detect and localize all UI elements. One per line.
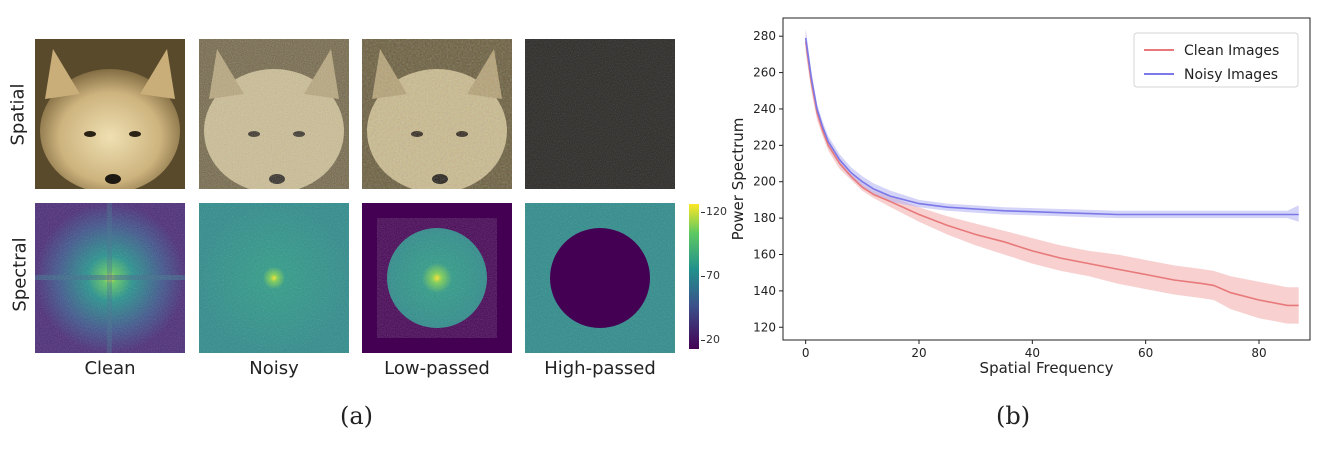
panel-a-caption: (a) xyxy=(340,402,374,430)
y-tick-label-0: 120 xyxy=(753,320,776,334)
row-label-spectral: Spectral xyxy=(9,237,31,312)
power-spectrum-chart: 0 20 40 60 80 120 140 160 180 200 220 240 260 280 Spat… xyxy=(729,17,1311,377)
x-axis-label: Spatial Frequency xyxy=(980,359,1114,377)
y-axis-label: Power Spectrum xyxy=(729,118,747,241)
x-tick-label-1: 20 xyxy=(911,346,926,360)
y-tick-label-2: 160 xyxy=(753,247,776,261)
column-label-low-passed: Low-passed xyxy=(384,358,490,379)
row-label-spatial: Spatial xyxy=(7,83,29,146)
noisy-spatial-image xyxy=(199,39,349,189)
clean-spectrum-image xyxy=(35,203,185,353)
legend-label-0: Clean Images xyxy=(1184,43,1279,59)
colorbar xyxy=(689,204,699,349)
colorbar-tick-20: 20 xyxy=(701,333,720,346)
low-passed-spatial-image xyxy=(362,39,512,189)
legend: Clean Images Noisy Images xyxy=(1133,32,1299,88)
y-tick-label-5: 220 xyxy=(753,138,776,152)
series-line-0 xyxy=(804,41,1299,307)
x-tick-label-0: 0 xyxy=(802,346,810,360)
plot-frame xyxy=(782,17,1311,341)
panel-a-image-grid: Spatial Spectral xyxy=(7,39,727,430)
y-tick-label-8: 280 xyxy=(753,29,776,43)
noisy-spectrum-image xyxy=(199,203,349,353)
x-tick-label-3: 60 xyxy=(1138,346,1153,360)
y-tick-label-3: 180 xyxy=(753,211,776,225)
x-tick-label-4: 80 xyxy=(1251,346,1266,360)
y-tick-label-1: 140 xyxy=(753,284,776,298)
x-tick-label-2: 40 xyxy=(1025,346,1040,360)
legend-box xyxy=(1133,32,1299,88)
panel-b-caption: (b) xyxy=(996,402,1031,430)
high-passed-spectrum-image xyxy=(525,203,675,353)
column-label-high-passed: High-passed xyxy=(544,358,656,379)
legend-label-1: Noisy Images xyxy=(1184,67,1278,83)
clean-spatial-image xyxy=(35,39,185,189)
column-label-noisy: Noisy xyxy=(249,358,299,379)
high-passed-spatial-image xyxy=(525,39,675,189)
colorbar-tick-120: 120 xyxy=(701,205,727,218)
y-tick-label-7: 260 xyxy=(753,66,776,80)
column-label-clean: Clean xyxy=(84,358,136,379)
low-passed-spectrum-image xyxy=(362,203,512,353)
colorbar-tick-70: 70 xyxy=(701,269,720,282)
y-tick-label-4: 200 xyxy=(753,175,776,189)
series-line-1 xyxy=(804,37,1299,216)
y-tick-label-6: 240 xyxy=(753,102,776,116)
panel-b-chart: 0 20 40 60 80 120 140 160 180 200 220 240 260 280 Spat… xyxy=(720,0,1330,452)
series-band-0 xyxy=(805,30,1299,324)
